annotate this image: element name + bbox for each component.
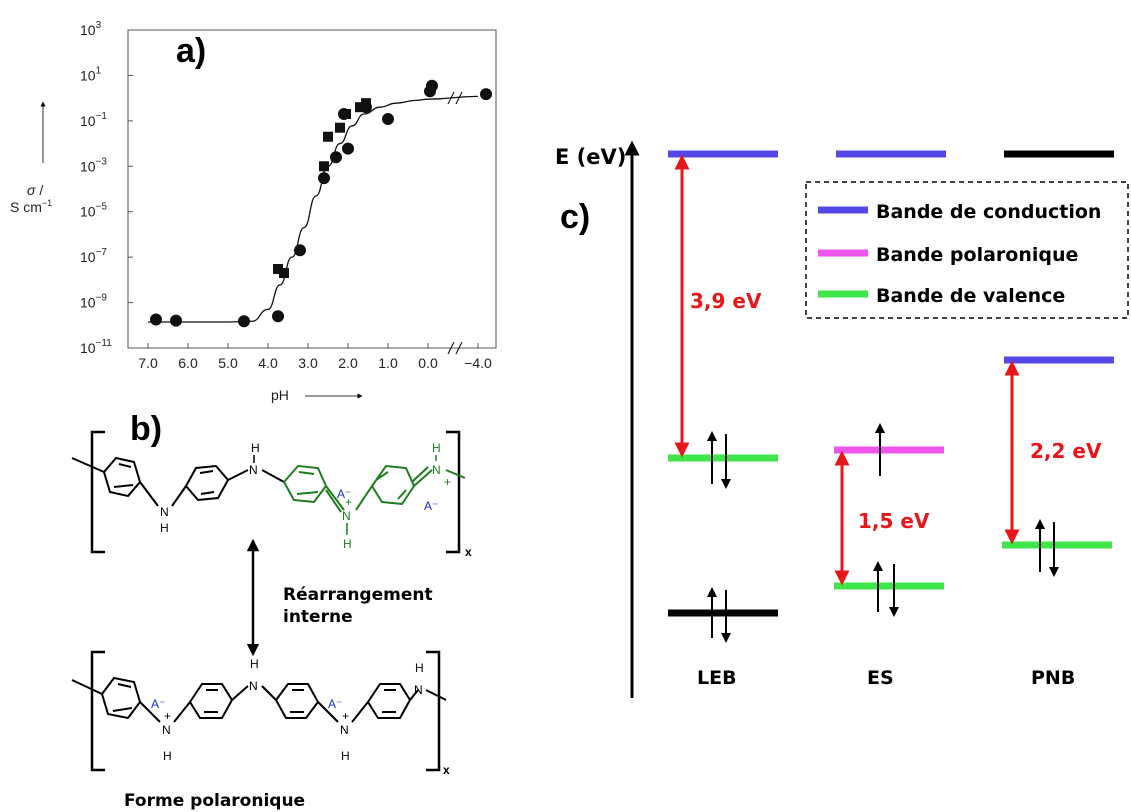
column-label-ES: ES: [867, 667, 894, 689]
polaronic-form-structure: N + H A⁻ N H N + H A⁻ N H: [71, 657, 447, 763]
atom-N: N: [340, 723, 349, 737]
column-ES: 1,5 eV ES: [834, 150, 946, 689]
x-tick-label: 0.0: [418, 355, 438, 371]
emeraldine-salt-structure: N H N H N + H A⁻ N H + A⁻: [71, 441, 466, 551]
data-point-square: [341, 109, 351, 120]
x-tick-label: 7.0: [138, 355, 158, 371]
y-tick-label: 10−9: [80, 293, 107, 311]
data-point-circle: [294, 244, 306, 257]
y-tick-label: 103: [80, 20, 102, 38]
counter-anion: A⁻: [337, 487, 351, 501]
x-tick-label: 1.0: [378, 355, 398, 371]
charge-plus: +: [444, 475, 451, 489]
y-tick-label: 10−3: [80, 156, 107, 174]
data-point-circle: [480, 88, 492, 101]
column-LEB: 3,9 eV LEB: [668, 150, 778, 689]
atom-H: H: [160, 521, 169, 535]
data-point-circle: [330, 151, 342, 164]
electron-icon: [873, 423, 899, 617]
atom-H: H: [343, 537, 352, 551]
data-point-circle: [342, 142, 354, 155]
column-label-LEB: LEB: [697, 667, 737, 689]
atom-N: N: [249, 679, 258, 693]
charge-plus: +: [342, 709, 349, 723]
data-point-square: [335, 122, 345, 133]
energy-axis-label: E (eV): [555, 145, 626, 169]
y-tick-label: 10−7: [80, 247, 107, 265]
data-point-square: [319, 161, 329, 172]
x-tick-label: 2.0: [338, 355, 358, 371]
data-point-circle: [272, 310, 284, 323]
y-tick-label: 101: [80, 65, 102, 83]
y-tick-label: 10−11: [80, 338, 112, 356]
data-points: [150, 79, 492, 328]
legend: Bande de conduction Bande polaronique Ba…: [818, 201, 1101, 307]
data-point-square: [273, 264, 283, 275]
rearrangement-label-2: interne: [283, 607, 353, 627]
atom-N: N: [432, 463, 441, 477]
column-PNB: 2,2 eV PNB: [1002, 150, 1114, 689]
data-point-circle: [382, 113, 394, 126]
y-tick-label: 10−5: [80, 202, 107, 220]
band-diagram: c) E (eV) Bande de conduction Bande pola…: [555, 140, 1129, 698]
x-axis-ticks: 7.0 6.0 5.0 4.0 3.0 2.0 1.0 0.0 −4.0: [138, 343, 492, 371]
gap-label-PNB: 2,2 eV: [1030, 439, 1102, 463]
atom-N: N: [160, 505, 169, 519]
gap-label-ES: 1,5 eV: [858, 509, 930, 533]
conductivity-chart: 103 101 10−1 10−3 10−5 10−7 10−9 10−11 7.0 6.0 5.…: [10, 20, 497, 403]
atom-H: H: [250, 657, 259, 671]
plot-frame: [127, 29, 497, 349]
y-tick-label: 10−1: [80, 111, 107, 129]
subscript-x: x: [465, 545, 472, 559]
data-point-square: [355, 102, 365, 113]
charge-plus: +: [345, 495, 352, 509]
atom-N: N: [162, 723, 171, 737]
data-point-circle: [150, 313, 162, 326]
atom-H: H: [341, 749, 350, 763]
y-axis-label: σ / S cm−1: [10, 182, 52, 215]
atom-N: N: [414, 683, 423, 697]
legend-label-polaron: Bande polaronique: [876, 244, 1078, 266]
panel-label-a: a): [176, 32, 206, 70]
data-point-circle: [238, 315, 250, 328]
electron-pair-icon: [707, 431, 731, 643]
panel-label-b: b): [130, 410, 162, 448]
x-axis-label: pH: [271, 387, 289, 403]
data-point-circle: [426, 79, 438, 92]
x-tick-label: 5.0: [218, 355, 238, 371]
counter-anion: A⁻: [328, 697, 342, 711]
chemical-structures: b) x: [71, 410, 472, 811]
column-label-PNB: PNB: [1031, 667, 1075, 689]
rearrangement-label-1: Réarrangement: [283, 585, 433, 605]
gap-label-LEB: 3,9 eV: [690, 289, 762, 313]
x-tick-label: 6.0: [178, 355, 198, 371]
bracket-top: [90, 430, 461, 554]
legend-label-valence: Bande de valence: [876, 285, 1065, 307]
data-point-square: [279, 268, 289, 279]
subscript-x: x: [443, 763, 450, 777]
x-tick-label: 4.0: [258, 355, 278, 371]
data-point-circle: [318, 172, 330, 185]
data-point-circle: [170, 314, 182, 327]
panel-label-c: c): [560, 198, 590, 236]
bracket-bottom: [90, 650, 441, 772]
data-point-square: [361, 98, 371, 109]
legend-label-conduction: Bande de conduction: [876, 201, 1101, 223]
electron-pair-icon: [1035, 519, 1059, 577]
x-tick-label: −4.0: [464, 355, 492, 371]
atom-H: H: [163, 749, 172, 763]
data-point-square: [323, 131, 333, 142]
y-axis-ticks: 103 101 10−1 10−3 10−5 10−7 10−9 10−11: [80, 20, 133, 356]
counter-anion: A⁻: [151, 697, 165, 711]
atom-N: N: [249, 463, 258, 477]
atom-H: H: [251, 441, 260, 455]
atom-H: H: [415, 661, 424, 675]
counter-anion: A⁻: [424, 499, 438, 513]
atom-N: N: [342, 509, 351, 523]
x-tick-label: 3.0: [298, 355, 318, 371]
charge-plus: +: [164, 709, 171, 723]
polaronic-form-label: Forme polaronique: [124, 791, 305, 811]
atom-H: H: [432, 441, 441, 455]
